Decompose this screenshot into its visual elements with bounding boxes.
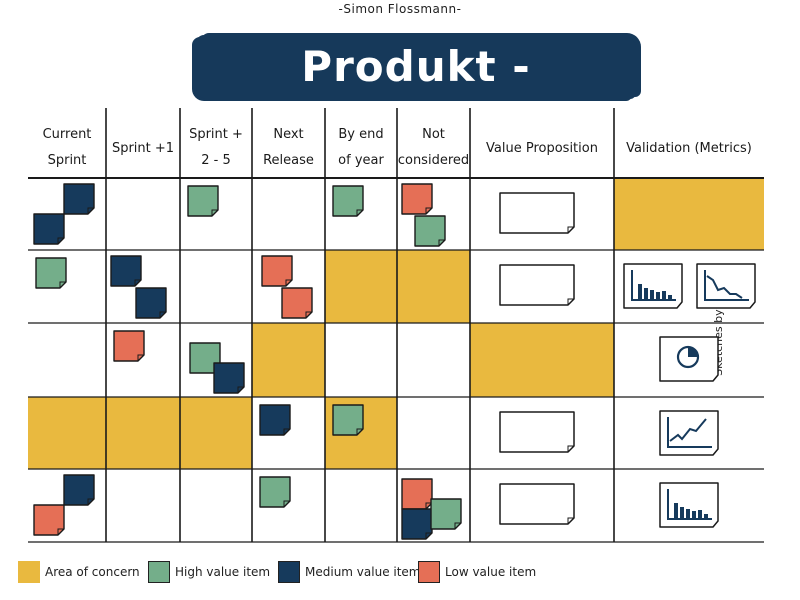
sticky-note-medium: [259, 404, 291, 436]
sticky-note-high: [332, 185, 364, 217]
area-of-concern-cell: [28, 397, 106, 469]
sticky-note-low: [401, 183, 433, 215]
value-proposition-card: [499, 411, 575, 453]
column-header-line1: By end: [338, 127, 383, 142]
column-header-line2: considered: [398, 153, 469, 168]
page-title: Produkt - Roadmap: [301, 42, 531, 155]
sticky-note-low: [261, 255, 293, 287]
sticky-note-high: [187, 185, 219, 217]
sticky-note-medium: [135, 287, 167, 319]
sticky-note-high: [430, 498, 462, 530]
sticky-note-medium: [33, 213, 65, 245]
title-banner: [196, 35, 636, 99]
sticky-note-low: [401, 478, 433, 510]
area-of-concern-cell: [397, 250, 470, 323]
author-credit: -Simon Flossmann-: [338, 2, 462, 16]
sticky-note-medium: [63, 183, 95, 215]
line-chart-icon: [696, 263, 756, 309]
column-header-line2: Release: [263, 153, 314, 168]
sticky-note-low: [33, 504, 65, 536]
sticky-note-high: [35, 257, 67, 289]
area-of-concern-cell: [614, 178, 764, 250]
column-header-line1: Value Proposition: [486, 141, 598, 156]
area-of-concern-cell: [106, 397, 180, 469]
value-proposition-card: [499, 264, 575, 306]
legend-swatch-medium: [278, 561, 300, 583]
area-of-concern-cell: [470, 323, 614, 397]
legend-swatch-high: [148, 561, 170, 583]
area-of-concern-cell: [180, 397, 252, 469]
sticky-note-high: [259, 476, 291, 508]
legend-item-medium: Medium value item: [278, 560, 421, 584]
legend-label-low: Low value item: [445, 565, 537, 579]
sticky-note-medium: [401, 508, 433, 540]
bar-chart-icon: [659, 482, 719, 528]
column-header-line1: Validation (Metrics): [626, 141, 752, 156]
column-header-line2: 2 - 5: [201, 153, 231, 168]
sticky-note-medium: [63, 474, 95, 506]
legend-label-concern: Area of concern: [45, 565, 140, 579]
legend-label-high: High value item: [175, 565, 271, 579]
sticky-note-low: [113, 330, 145, 362]
legend-swatch-low: [418, 561, 440, 583]
legend-item-concern: Area of concern: [18, 560, 140, 584]
legend-item-low: Low value item: [418, 560, 536, 584]
bar-chart-icon: [623, 263, 683, 309]
sticky-note-medium: [213, 362, 245, 394]
column-header-line1: Current: [43, 127, 92, 142]
area-of-concern-cell: [325, 250, 397, 323]
sticky-note-high: [332, 404, 364, 436]
value-proposition-card: [499, 483, 575, 525]
area-of-concern-cell: [252, 323, 325, 397]
column-header-line1: Sprint +1: [112, 141, 174, 156]
legend-item-high: High value item: [148, 560, 270, 584]
column-header-line2: of year: [338, 153, 384, 168]
value-proposition-card: [499, 192, 575, 234]
column-header-line1: Next: [273, 127, 303, 142]
column-header-line1: Not: [422, 127, 445, 142]
sticky-note-medium: [110, 255, 142, 287]
legend-label-medium: Medium value item: [305, 565, 421, 579]
column-header-line2: Sprint: [48, 153, 87, 168]
legend-swatch-concern: [18, 561, 40, 583]
trend-chart-icon: [659, 410, 719, 456]
sticky-note-low: [281, 287, 313, 319]
sticky-note-high: [414, 215, 446, 247]
column-header-line1: Sprint +: [189, 127, 243, 142]
pie-chart-icon: [659, 336, 719, 382]
